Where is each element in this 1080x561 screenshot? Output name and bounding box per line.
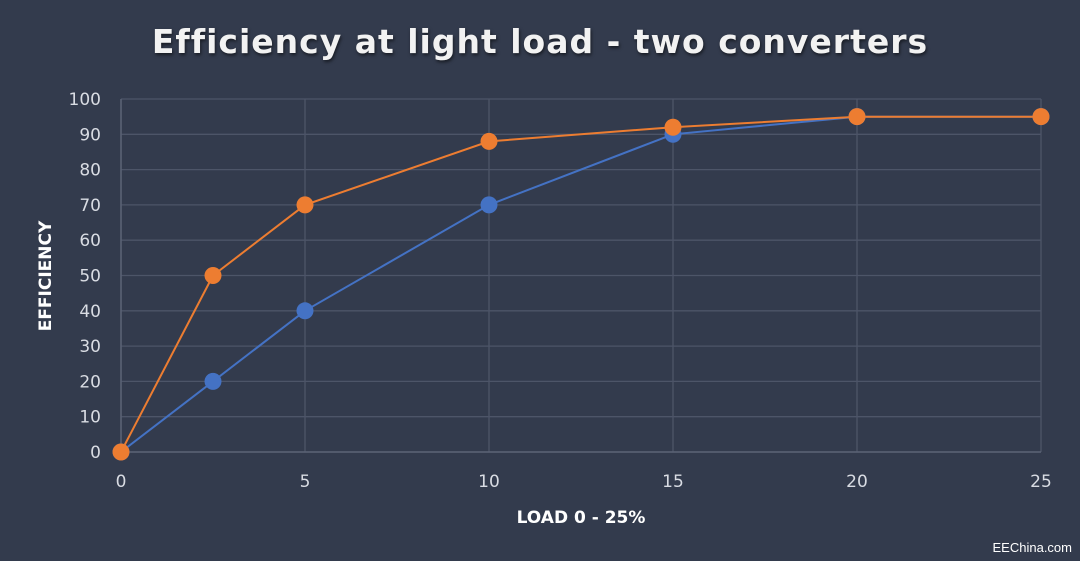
watermark: EEChina.com <box>992 540 1072 555</box>
series-1-point <box>204 372 222 390</box>
series-2-line <box>120 115 1041 453</box>
x-tick-label: 5 <box>300 472 311 492</box>
series-2-point <box>204 267 222 284</box>
y-tick-label: 10 <box>79 408 101 428</box>
series-2-point <box>848 108 866 126</box>
series-2-point <box>480 132 498 150</box>
series-2-point <box>112 443 130 461</box>
grid <box>120 98 1042 453</box>
tick-labels: 0 10 20 30 40 50 60 70 80 90 100 0 5 10 15 20 25 <box>69 90 1052 492</box>
y-tick-label: 80 <box>79 161 101 181</box>
y-tick-label: 90 <box>79 125 101 145</box>
y-tick-label: 30 <box>79 337 101 357</box>
series-points <box>112 108 1050 461</box>
y-tick-label: 40 <box>79 302 101 322</box>
x-tick-label: 25 <box>1030 472 1052 492</box>
y-tick-label: 60 <box>79 231 101 251</box>
x-tick-label: 10 <box>478 472 500 492</box>
y-tick-label: 50 <box>79 267 101 287</box>
y-axis-label: EFFICIENCY <box>36 220 56 332</box>
series-lines <box>120 115 1041 453</box>
chart-title: Efficiency at light load - two converter… <box>151 22 929 61</box>
x-tick-label: 0 <box>116 472 127 492</box>
y-tick-label: 20 <box>79 372 101 392</box>
series-1-point <box>296 302 314 320</box>
series-2-point <box>296 196 314 214</box>
series-2-point <box>1032 108 1050 126</box>
y-tick-label: 0 <box>90 443 101 463</box>
y-tick-label: 70 <box>79 196 101 216</box>
series-1-point <box>480 196 498 214</box>
x-tick-label: 15 <box>662 472 684 492</box>
x-tick-label: 20 <box>846 472 868 492</box>
x-axis-label: LOAD 0 - 25% <box>516 508 646 528</box>
y-tick-label: 100 <box>69 90 101 110</box>
series-2-point <box>664 118 682 136</box>
series-1-line <box>120 115 1041 453</box>
